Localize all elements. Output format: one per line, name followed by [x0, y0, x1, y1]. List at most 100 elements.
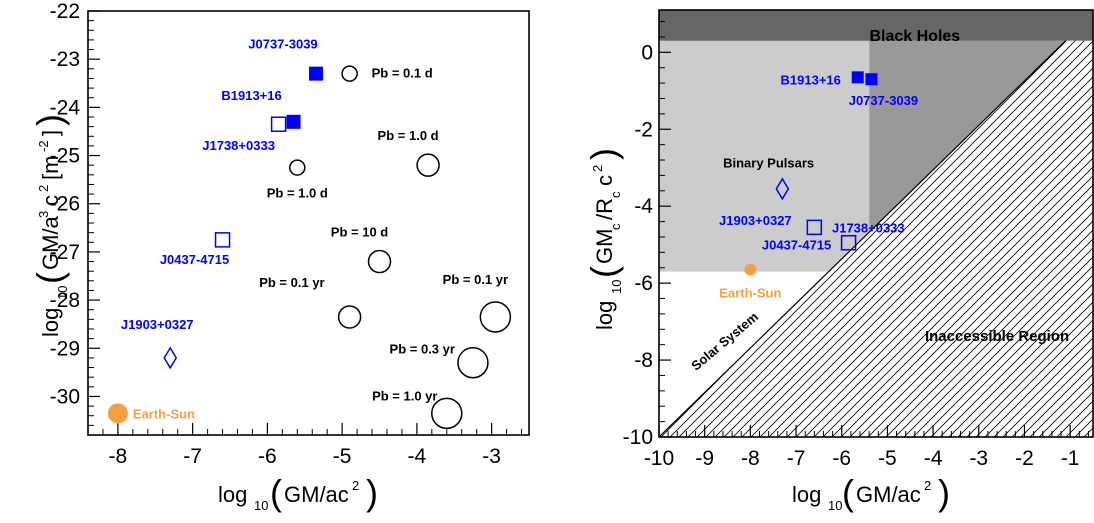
x-tick-label: -5 [333, 445, 352, 468]
y-tick-label: -25 [50, 145, 80, 168]
svg-text:2: 2 [352, 478, 359, 493]
svg-text:GM/ac: GM/ac [284, 482, 349, 507]
period-label: Pb = 1.0 d [378, 128, 439, 143]
marker-b1913-16 [286, 114, 301, 129]
svg-text:log: log [792, 482, 821, 507]
svg-text:(: ( [29, 272, 70, 284]
x-tick-label: -4 [924, 447, 943, 470]
x-tick-label: -8 [741, 447, 760, 470]
y-tick-label: 0 [641, 41, 653, 64]
svg-text:10: 10 [254, 498, 268, 513]
marker-b1913-16 [851, 71, 864, 84]
period-circle [337, 305, 362, 329]
period-label: Pb = 0.1 yr [443, 272, 508, 287]
x-tick-label: -7 [787, 447, 806, 470]
black-holes-region [659, 10, 1093, 41]
pulsar-label-j0437-4715: J0437-4715 [160, 252, 229, 267]
svg-text:10: 10 [55, 286, 70, 300]
point-label-j0737-3039: J0737-3039 [849, 93, 918, 108]
pulsar-label-j0737-3039: J0737-3039 [248, 37, 317, 52]
boundary-line [659, 40, 1067, 437]
svg-text:3: 3 [36, 211, 51, 218]
y-tick-label: -26 [50, 193, 80, 216]
x-tick-label: -5 [878, 447, 897, 470]
y-tick-label: -4 [634, 195, 653, 218]
right-plot-frame [658, 9, 1094, 438]
period-label: Pb = 1.0 yr [372, 388, 437, 403]
svg-text:GM: GM [592, 229, 617, 264]
svg-text:(: ( [842, 472, 854, 513]
y-tick-label: -10 [623, 426, 653, 449]
left-x-axis-label: log 10 ( GM/ac 2 ) [218, 472, 378, 513]
period-circle [416, 153, 440, 177]
point-label-j0437-4715: J0437-4715 [762, 238, 831, 253]
inaccessible-region [659, 40, 1093, 437]
region-label-binary-pulsars: Binary Pulsars [723, 156, 814, 171]
svg-text:log: log [38, 308, 63, 337]
point-label-j1903-0327: J1903+0327 [719, 213, 792, 228]
left-chart: -8 -7 -6 -5 -4 -3-22-23-24-25-26-27-28-29-30 … [29, 0, 530, 513]
svg-text:[m: [m [38, 156, 63, 180]
y-tick-label: -29 [50, 337, 80, 360]
x-tick-label: -2 [1015, 447, 1034, 470]
svg-text:): ) [583, 148, 624, 160]
period-label: Pb = 10 d [331, 225, 388, 240]
svg-text:]: ] [38, 130, 63, 136]
svg-text:/R: /R [592, 198, 617, 220]
svg-text:): ) [366, 472, 378, 513]
marker-earth-sun [744, 263, 757, 276]
binary-pulsars-region [659, 40, 870, 272]
x-tick-label: -10 [644, 447, 674, 470]
svg-text:10: 10 [828, 498, 842, 513]
period-circle [289, 159, 306, 176]
period-label: Pb = 0.1 yr [259, 275, 324, 290]
period-label: Pb = 1.0 d [267, 186, 328, 201]
pulsar-label-j1738-0333: J1738+0333 [202, 138, 275, 153]
x-tick-label: -3 [969, 447, 988, 470]
period-circle [457, 346, 489, 379]
right-y-axis-label: log 10 ( GM c /R c c 2 ) [583, 148, 624, 330]
y-tick-label: -8 [634, 349, 653, 372]
pulsar-label-j1903-0327: J1903+0327 [121, 317, 194, 332]
svg-text:(: ( [583, 266, 624, 278]
x-tick-label: -6 [832, 447, 851, 470]
right-x-axis-label: log 10 ( GM/ac 2 ) [792, 472, 950, 513]
point-label-b1913-16: B1913+16 [781, 72, 841, 87]
svg-text:2: 2 [924, 478, 931, 493]
y-tick-label: -23 [50, 48, 80, 71]
svg-text:c: c [592, 175, 617, 186]
x-tick-label: -7 [183, 445, 202, 468]
y-tick-label: -22 [50, 0, 80, 23]
earth-sun-label: Earth-Sun [133, 406, 195, 421]
period-circle [367, 249, 392, 274]
marker-j1903-0327 [163, 346, 178, 370]
svg-text:2: 2 [590, 165, 605, 172]
svg-text:GM/ac: GM/ac [856, 482, 921, 507]
period-label: Pb = 0.3 yr [390, 342, 455, 357]
svg-text:GM/a: GM/a [38, 215, 63, 270]
svg-text:log: log [592, 301, 617, 330]
svg-text:(: ( [270, 472, 282, 513]
x-tick-label: -9 [695, 447, 714, 470]
y-tick-label: -28 [50, 289, 80, 312]
period-circle [341, 65, 358, 82]
marker-j0437-4715 [840, 234, 857, 251]
x-tick-label: -8 [109, 445, 128, 468]
y-tick-label: -30 [50, 385, 80, 408]
region-label-inaccessible-region: Inaccessible Region [925, 328, 1069, 345]
svg-text:): ) [938, 472, 950, 513]
point-label-j1738-0333: J1738+0333 [832, 220, 905, 235]
svg-text:c: c [608, 223, 623, 230]
marker-j0737-3039 [865, 73, 878, 86]
svg-text:-2: -2 [36, 140, 51, 152]
period-label: Pb = 0.1 d [372, 66, 433, 81]
svg-text:10: 10 [609, 280, 624, 294]
marker-j1738-0333 [806, 219, 823, 236]
period-circle [479, 301, 512, 333]
point-label-earth-sun: Earth-Sun [719, 286, 781, 301]
marker-j1903-0327 [775, 177, 790, 201]
period-circle [431, 397, 463, 430]
y-tick-label: -2 [634, 118, 653, 141]
y-tick-label: -6 [634, 272, 653, 295]
